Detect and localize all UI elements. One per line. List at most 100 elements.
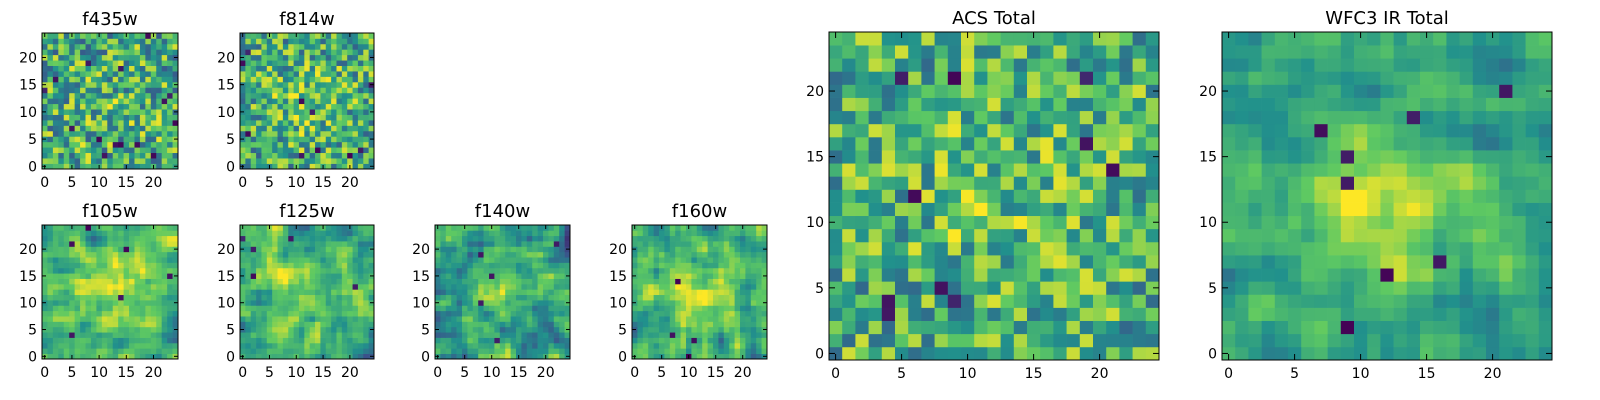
heatmap-cell — [298, 54, 305, 61]
heatmap-cell — [272, 92, 278, 99]
heatmap-cell — [537, 326, 544, 333]
heatmap-cell — [637, 326, 644, 333]
heatmap-cell — [161, 81, 168, 88]
heatmap-cell — [691, 300, 698, 306]
heatmap-cell — [245, 241, 252, 247]
heatmap-cell — [368, 305, 375, 312]
heatmap-cell — [341, 33, 348, 39]
heatmap-cell — [659, 273, 665, 279]
heatmap-cell — [664, 235, 671, 242]
x-tick-label: 0 — [238, 175, 247, 191]
heatmap-cell — [713, 267, 719, 274]
heatmap-cell — [69, 305, 75, 312]
heatmap-cell — [74, 114, 81, 121]
heatmap-cell — [101, 54, 108, 61]
heatmap-cell — [1145, 346, 1160, 361]
heatmap-cell — [63, 60, 70, 66]
heatmap-cell — [63, 65, 70, 72]
heatmap-cell — [52, 278, 59, 285]
heatmap-cell — [240, 278, 246, 285]
heatmap-cell — [462, 251, 468, 258]
heatmap-cell — [1301, 268, 1315, 282]
heatmap-cell — [167, 257, 173, 263]
heatmap-cell — [134, 278, 141, 285]
heatmap-cell — [974, 163, 988, 177]
heatmap-cell — [288, 60, 294, 66]
heatmap-cell — [669, 246, 676, 253]
heatmap-cell — [1248, 202, 1262, 217]
heatmap-cell — [368, 141, 375, 148]
heatmap-cell — [368, 294, 375, 301]
heatmap-cell — [729, 348, 735, 354]
heatmap-cell — [47, 81, 54, 88]
heatmap-cell — [987, 84, 1001, 98]
heatmap-cell — [718, 267, 725, 274]
heatmap-cell — [1053, 123, 1067, 138]
heatmap-cell — [250, 136, 257, 143]
y-tick-label: 10 — [19, 296, 37, 312]
heatmap-cell — [462, 273, 468, 279]
heatmap-cell — [440, 326, 447, 333]
heatmap-cell — [659, 283, 665, 290]
x-tick-label: 10 — [287, 175, 305, 191]
heatmap-cell — [145, 65, 152, 72]
heatmap-cell — [80, 98, 86, 105]
heatmap-cell — [261, 141, 268, 148]
heatmap-cell — [96, 241, 103, 247]
heatmap-cell — [52, 310, 59, 317]
heatmap-cell — [336, 103, 343, 110]
heatmap-cell — [756, 321, 762, 328]
heatmap-cell — [1288, 150, 1302, 164]
heatmap-cell — [298, 310, 305, 317]
heatmap-cell — [1393, 346, 1408, 361]
heatmap-cell — [691, 326, 698, 333]
heatmap-cell — [85, 316, 92, 322]
heatmap-cell — [277, 71, 284, 77]
heatmap-cell — [489, 342, 495, 349]
heatmap-cell — [1000, 84, 1015, 98]
heatmap-cell — [363, 130, 369, 137]
heatmap-cell — [336, 152, 343, 159]
heatmap-cell — [532, 353, 538, 360]
heatmap-cell — [352, 158, 359, 164]
heatmap-cell — [309, 342, 316, 349]
heatmap-cell — [1093, 241, 1107, 256]
heatmap-cell — [1079, 268, 1094, 282]
heatmap-cell — [637, 321, 644, 328]
heatmap-cell — [548, 278, 555, 285]
heatmap-cell — [526, 235, 533, 242]
heatmap-cell — [642, 246, 649, 253]
heatmap-cell — [118, 71, 124, 77]
heatmap-cell — [564, 337, 571, 344]
heatmap-cell — [134, 141, 141, 148]
heatmap-cell — [1499, 228, 1513, 243]
heatmap-cell — [240, 316, 246, 322]
heatmap-cell — [101, 103, 108, 110]
heatmap-cell — [868, 268, 883, 282]
heatmap-cell — [1248, 255, 1262, 269]
heatmap-cell — [435, 321, 441, 328]
heatmap-cell — [58, 305, 65, 312]
heatmap-cell — [134, 33, 141, 39]
heatmap-cell — [58, 158, 65, 164]
heatmap-cell — [256, 163, 262, 170]
heatmap-cell — [691, 342, 698, 349]
heatmap-cell — [129, 230, 135, 237]
heatmap-cell — [101, 300, 108, 306]
heatmap-cell — [1119, 228, 1133, 243]
heatmap-cell — [277, 289, 284, 296]
heatmap-cell — [1472, 163, 1487, 177]
heatmap-cell — [341, 230, 348, 237]
heatmap-cell — [921, 32, 935, 46]
heatmap-cell — [553, 246, 560, 253]
heatmap-cell — [63, 251, 70, 258]
heatmap-cell — [829, 136, 843, 151]
heatmap-cell — [1132, 202, 1147, 217]
heatmap-cell — [1406, 163, 1421, 177]
heatmap-cell — [352, 76, 359, 83]
heatmap-cell — [315, 342, 321, 349]
heatmap-cell — [934, 136, 949, 151]
heatmap-cell — [1106, 333, 1120, 348]
heatmap-cell — [58, 283, 65, 290]
